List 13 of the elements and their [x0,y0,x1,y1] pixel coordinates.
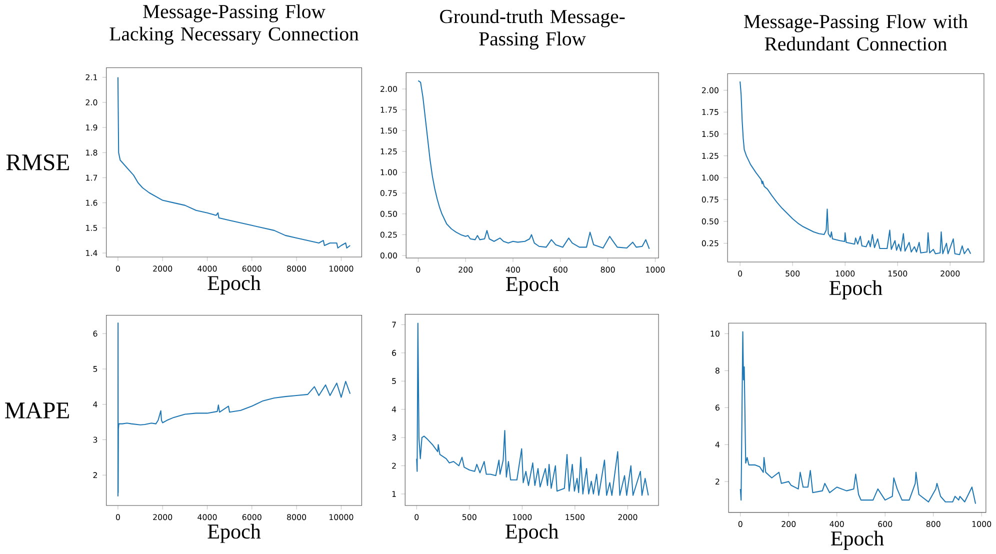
x-axis-title: Epoch [208,524,261,543]
chart-title: Ground-truth Message-Passing Flow [440,9,625,50]
x-axis-title: Epoch [506,524,558,543]
x-axis-title: Epoch [830,530,884,550]
chart-title: Message-Passing Flow with Redundant Connection [744,14,968,50]
chart-title: Message-Passing Flow Lacking Necessary Connection [110,4,359,45]
line-series [740,331,976,504]
line-series [117,322,351,497]
x-axis-title: Epoch [829,280,882,300]
x-axis-title: Epoch [208,275,261,294]
x-axis-title: Epoch [506,276,559,296]
y-axis-title: MAPE [5,402,69,418]
y-axis-title: RMSE [6,154,69,170]
